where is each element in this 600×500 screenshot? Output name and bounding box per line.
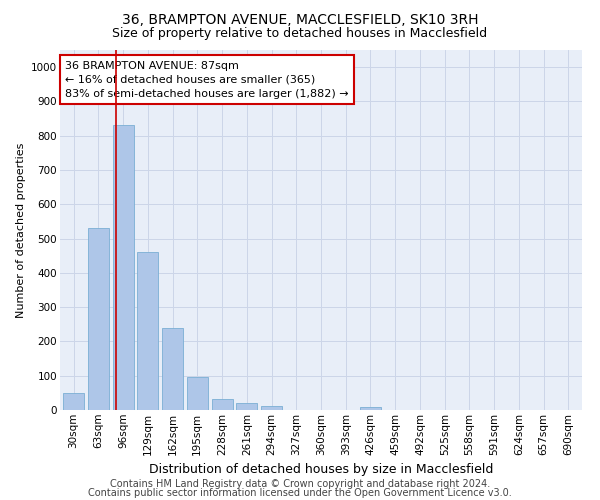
Text: 36 BRAMPTON AVENUE: 87sqm
← 16% of detached houses are smaller (365)
83% of semi: 36 BRAMPTON AVENUE: 87sqm ← 16% of detac… [65, 61, 349, 99]
Text: Contains HM Land Registry data © Crown copyright and database right 2024.: Contains HM Land Registry data © Crown c… [110, 479, 490, 489]
Bar [162, 328, 183, 410]
Text: Size of property relative to detached houses in Macclesfield: Size of property relative to detached ho… [112, 28, 488, 40]
Y-axis label: Number of detached properties: Number of detached properties [16, 142, 26, 318]
Bar [113, 126, 134, 410]
Bar [261, 406, 282, 410]
Text: Contains public sector information licensed under the Open Government Licence v3: Contains public sector information licen… [88, 488, 512, 498]
Bar [360, 406, 381, 410]
Bar [236, 403, 257, 410]
Bar [88, 228, 109, 410]
X-axis label: Distribution of detached houses by size in Macclesfield: Distribution of detached houses by size … [149, 463, 493, 476]
Bar [137, 252, 158, 410]
Bar [63, 393, 84, 410]
Bar [187, 376, 208, 410]
Text: 36, BRAMPTON AVENUE, MACCLESFIELD, SK10 3RH: 36, BRAMPTON AVENUE, MACCLESFIELD, SK10 … [122, 12, 478, 26]
Bar [212, 398, 233, 410]
